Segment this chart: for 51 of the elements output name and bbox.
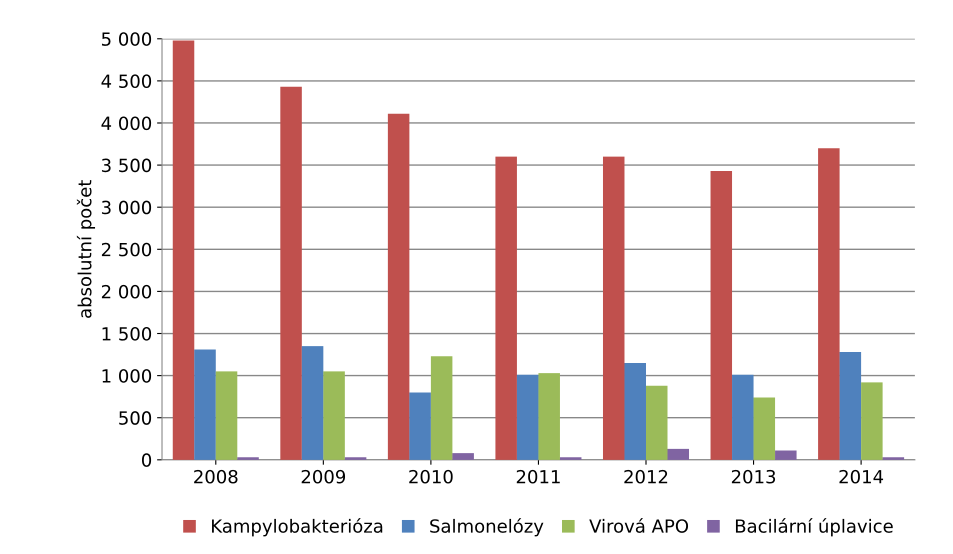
y-tick-label: 500 (119, 411, 152, 425)
bar (624, 362, 646, 460)
legend-label: Bacilární úplavice (736, 518, 893, 536)
y-tick-label: 4 000 (101, 116, 152, 130)
x-tick-label: 2008 (194, 470, 238, 484)
bar (646, 386, 668, 460)
bar (216, 371, 238, 460)
bar (280, 86, 302, 460)
y-tick-label: 0 (142, 453, 152, 467)
x-tick-label: 2010 (409, 470, 453, 484)
bar (538, 373, 560, 460)
bar (344, 457, 366, 460)
x-tick-label: 2013 (732, 470, 776, 484)
y-tick-label: 2 000 (102, 284, 152, 299)
y-tick-label: 3 500 (102, 158, 152, 172)
y-tick-label: 1 500 (102, 326, 152, 341)
bar (818, 148, 840, 460)
y-tick-label: 5 000 (102, 32, 152, 46)
bar (861, 382, 883, 460)
bar (172, 40, 194, 460)
bar (882, 457, 904, 460)
y-tick-label: 1 000 (102, 369, 152, 383)
y-tick-label: 3 000 (102, 200, 152, 214)
bar (560, 457, 582, 460)
bar (775, 450, 797, 460)
bar (840, 352, 862, 460)
y-tick-label: 2 500 (102, 242, 152, 256)
bar (409, 392, 431, 460)
bar (430, 356, 452, 460)
bar (754, 398, 776, 460)
x-tick-label: 2009 (302, 470, 346, 484)
bar (516, 374, 538, 460)
bar (602, 156, 624, 460)
bar (452, 453, 474, 460)
bar (710, 170, 732, 460)
x-tick-label: 2011 (516, 470, 560, 484)
bar (732, 374, 754, 460)
bar (237, 457, 259, 460)
bar (668, 448, 690, 460)
x-tick-label: 2012 (624, 470, 668, 484)
bar (302, 346, 324, 460)
bar (388, 114, 410, 460)
bar (323, 371, 345, 460)
legend-label: Virová APO (589, 518, 688, 533)
legend-label: Salmonelózy (430, 518, 544, 536)
bar (495, 156, 517, 460)
bar (194, 350, 216, 460)
legend-label: Kampylobakterióza (212, 518, 382, 536)
y-axis-title: absolutní počet (76, 180, 96, 318)
y-tick-label: 4 500 (101, 74, 152, 88)
x-tick-label: 2014 (839, 470, 884, 484)
